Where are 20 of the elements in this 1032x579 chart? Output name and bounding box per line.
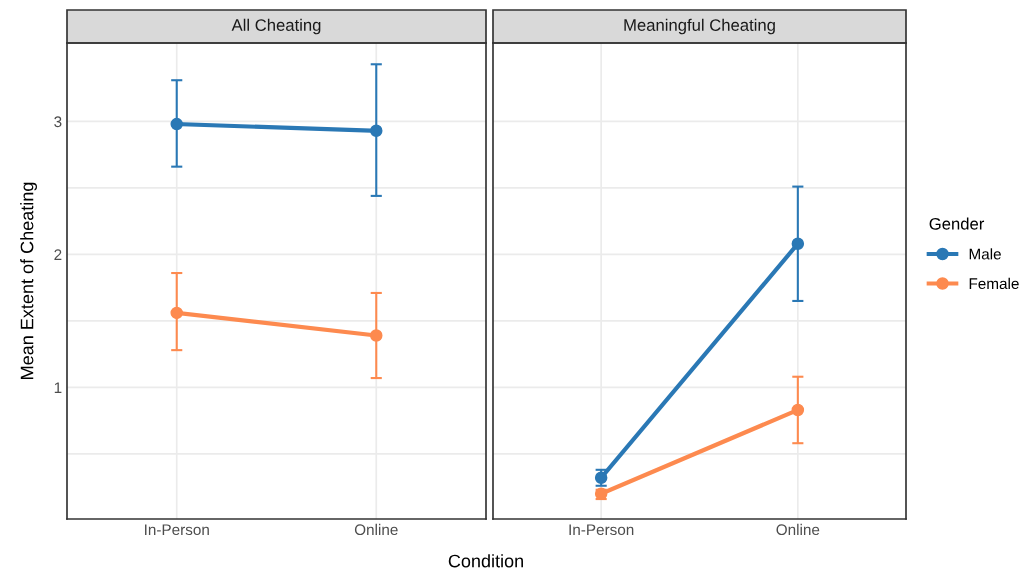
y-tick-label: 1 — [54, 382, 62, 393]
legend-label: Male — [969, 248, 1001, 260]
point — [791, 403, 805, 417]
x-tick-label: In-Person — [569, 524, 634, 536]
point — [791, 237, 805, 251]
point — [370, 124, 383, 138]
x-tick-label: Online — [776, 523, 820, 536]
y-axis-title: Mean Extent of Cheating — [20, 182, 37, 379]
x-axis-title: Condition — [448, 554, 523, 568]
x-tick-label: In-Person — [145, 524, 209, 536]
legend-label: Female — [969, 277, 1019, 290]
y-tick-label: 3 — [54, 116, 62, 128]
point — [370, 329, 383, 342]
y-tick-label: 2 — [54, 249, 62, 260]
point — [170, 306, 183, 320]
x-tick-label: Online — [354, 523, 398, 536]
chart-title: Meaningful Cheating — [624, 18, 775, 35]
chart-title: All Cheating — [231, 18, 321, 35]
legend-title: Gender — [929, 217, 985, 230]
point — [170, 117, 183, 131]
